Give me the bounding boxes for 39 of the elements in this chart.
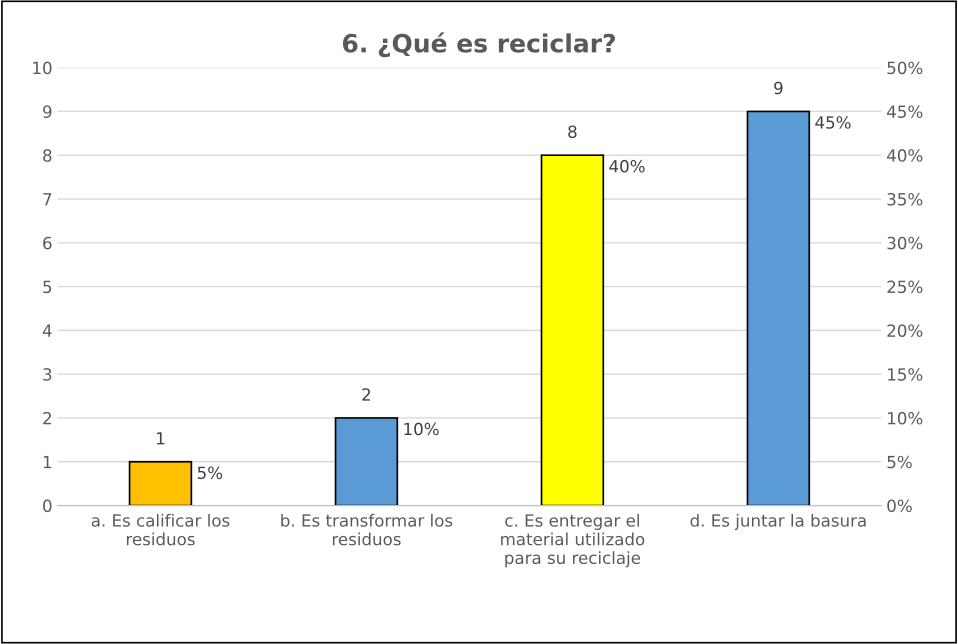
x-tick-label: c. Es entregar el material utilizado para su reciclaje [501,514,644,568]
y2-tick-label: 50% [888,62,922,74]
y2-tick-label: 20% [887,324,922,337]
y2-tick-label: 15% [888,368,922,381]
annotation: 45% [815,116,851,129]
y2-tick-label: 5% [888,456,912,468]
data-label: 1 [156,432,164,444]
y-tick-label: 6 [43,236,52,250]
y-tick-label: 4 [42,324,52,337]
y2-tick-label: 10% [888,412,922,425]
annotation: 40% [609,160,645,173]
y-tick-label: 5 [43,280,52,294]
bar [746,110,810,506]
bar [540,154,604,506]
y2-tick-label: 45% [887,105,922,118]
y-tick-label: 2 [43,412,51,424]
chart-title: 6. ¿Qué es reciclar? [342,32,615,58]
annotation: 5% [198,466,222,480]
y-tick-label: 8 [43,149,52,162]
annotation: 10% [404,422,439,436]
y2-tick-label: 25% [887,280,922,294]
x-tick-label: b. Es transformar los residuos [281,514,452,546]
y2-tick-label: 35% [887,192,922,206]
y2-tick-label: 0% [887,500,912,512]
y-tick-label: 3 [43,368,52,381]
y-tick-label: 0 [43,500,52,512]
data-label: 9 [774,82,783,94]
y2-tick-label: 40% [887,149,922,162]
y-tick-label: 10 [33,62,52,74]
data-label: 8 [568,125,577,138]
bar [128,460,192,506]
y-tick-label: 7 [43,193,52,206]
data-label: 2 [362,388,370,401]
y-tick-label: 9 [43,105,52,118]
x-tick-label: a. Es calificar los residuos [92,514,230,546]
bar [334,417,398,506]
y-tick-label: 1 [44,456,52,468]
x-tick-label: d. Es juntar la basura [690,514,866,530]
y2-tick-label: 30% [887,236,922,250]
